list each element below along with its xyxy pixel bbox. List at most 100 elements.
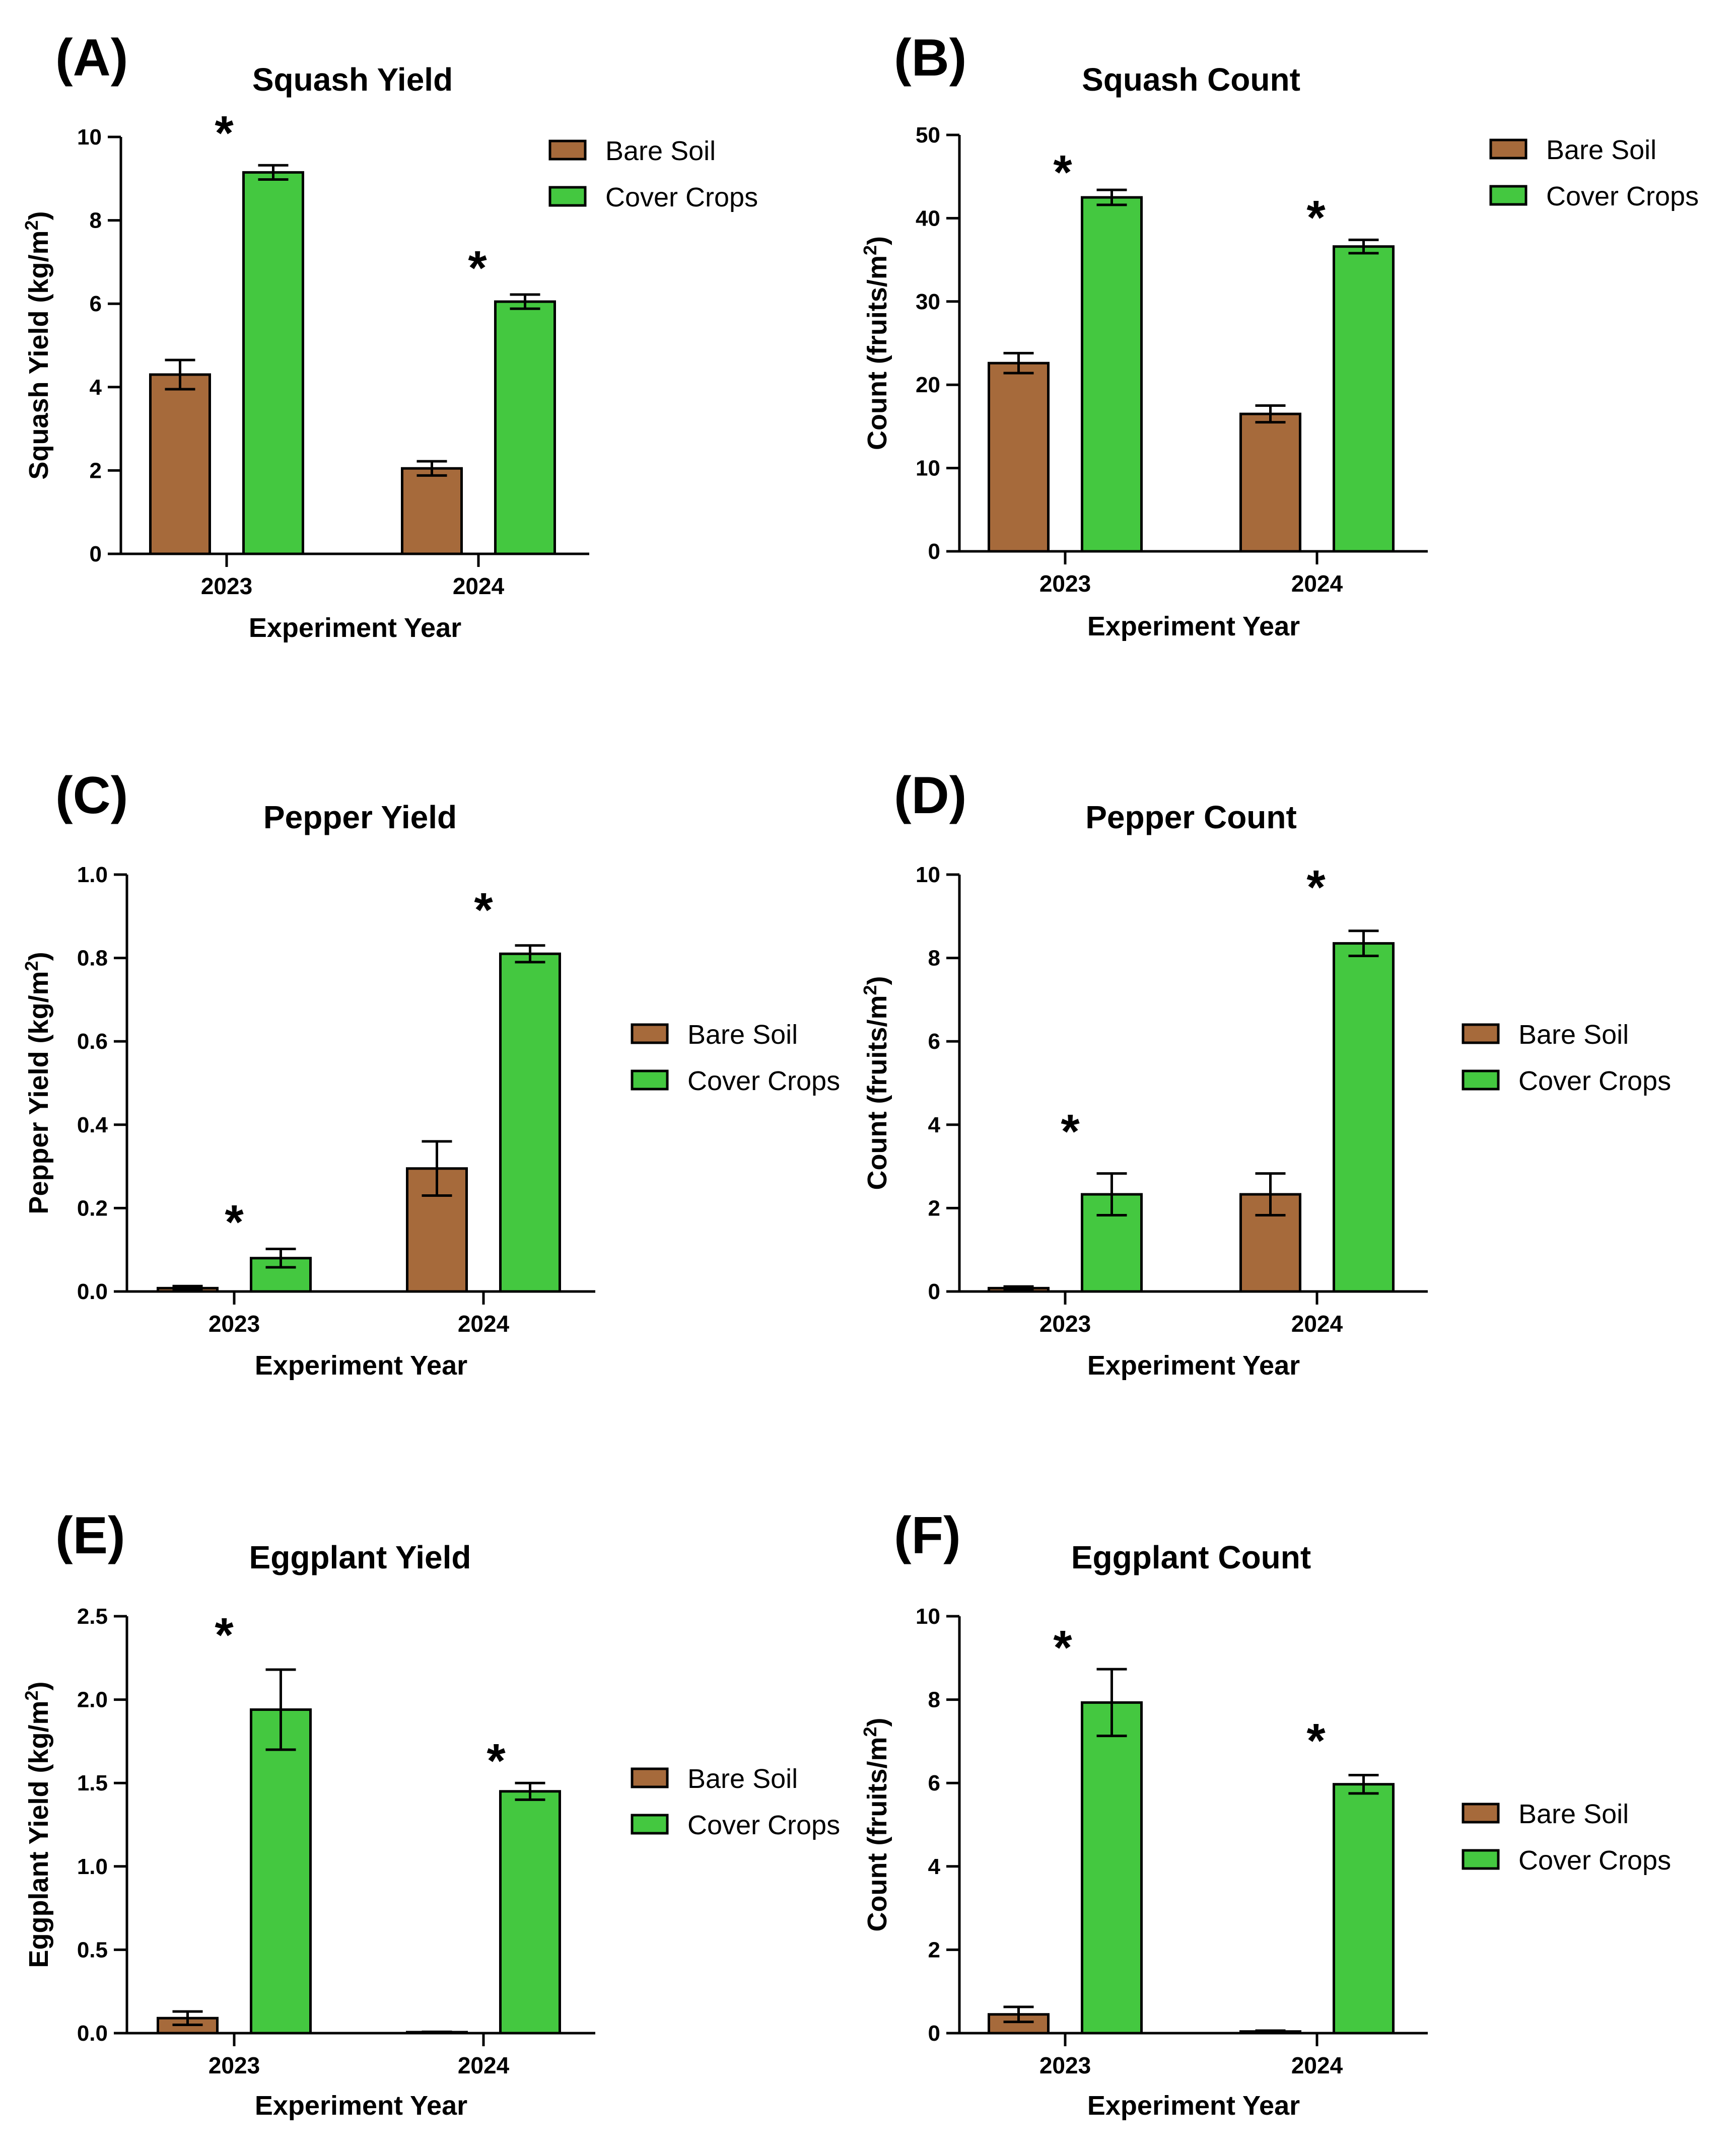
y-tick-label: 6 [928,1771,940,1795]
y-tick-label: 2.0 [77,1688,108,1712]
legend-swatch [548,139,587,161]
x-tick-label: 2023 [1039,2052,1091,2078]
legend-swatch [548,186,587,207]
bar [242,171,304,555]
bar [250,1708,312,2035]
legend-label: Cover Crops [605,182,758,212]
y-tick-label: 6 [90,292,102,316]
y-tick-label: 4 [928,1854,941,1879]
y-tick-label: 6 [928,1029,940,1054]
chart-panel-5: (E) Eggplant Yield 0.0 0.5 1.0 1.5 2.0 2.5 Eggpl… [21,1506,840,2121]
chart-title: Eggplant Yield [249,1539,471,1575]
legend-label: Bare Soil [1518,1020,1629,1050]
x-tick-label: 2024 [1291,2052,1343,2078]
legend-label: Cover Crops [687,1066,840,1096]
x-tick-label: 2024 [458,2052,510,2078]
bar [1333,245,1395,553]
y-axis-label-sup: 2 [21,220,42,230]
significance-marker: * [474,883,493,937]
y-axis-label-end: ) [24,211,54,220]
legend-label: Bare Soil [1546,135,1656,165]
y-axis-label-end: ) [862,976,892,985]
bar [401,467,463,555]
bar [494,300,556,555]
chart-title: Pepper Count [1085,799,1297,835]
bar [1239,412,1301,553]
y-tick-label: 4 [928,1113,941,1137]
bar [499,952,561,1293]
panel-letter: (B) [894,29,966,87]
y-axis-label-sup: 2 [860,245,880,255]
y-tick-label: 1.0 [77,863,108,887]
y-tick-label: 40 [916,206,940,231]
x-tick-label: 2024 [458,1311,510,1337]
legend-label: Bare Soil [1518,1799,1629,1829]
y-tick-label: 8 [928,1688,940,1712]
x-axis-label: Experiment Year [1087,1350,1300,1381]
y-tick-label: 1.5 [77,1771,108,1795]
y-tick-label: 50 [916,123,940,148]
legend-swatch [1489,185,1527,206]
bar [1081,196,1143,553]
y-tick-label: 8 [90,208,102,233]
significance-marker: * [1061,1105,1080,1159]
significance-marker: * [1306,191,1326,245]
legend-label: Cover Crops [687,1810,840,1840]
y-tick-label: 2.5 [77,1604,108,1629]
bar [149,373,211,555]
legend-swatch [631,1767,669,1788]
legend-swatch [1489,138,1527,160]
bar [988,362,1050,553]
y-axis-label-text: Count (fruits/m [862,995,892,1190]
y-tick-label: 0.5 [77,1937,108,1962]
y-axis-label-text: Eggplant Yield (kg/m [24,1700,54,1968]
y-axis-label-text: Count (fruits/m [862,255,892,450]
significance-marker: * [215,106,234,160]
x-tick-label: 2023 [201,573,252,599]
y-axis-label: Count (fruits/m2) [860,976,892,1190]
legend-swatch [1462,1803,1500,1824]
x-axis-label: Experiment Year [255,2091,467,2121]
y-tick-label: 0.0 [77,1279,108,1304]
significance-marker: * [487,1734,506,1788]
y-tick-label: 0.0 [77,2021,108,2046]
y-tick-label: 10 [916,1604,940,1629]
y-axis-label-sup: 2 [860,985,880,995]
y-axis-label-text: Pepper Yield (kg/m [24,971,54,1214]
y-tick-label: 20 [916,373,940,397]
x-axis-label: Experiment Year [255,1350,467,1381]
legend-swatch [631,1814,669,1835]
y-axis-label-end: ) [24,952,54,961]
x-axis-label: Experiment Year [1087,611,1300,641]
legend-swatch [1462,1069,1500,1091]
y-tick-label: 0 [928,539,940,564]
significance-marker: * [1053,146,1072,199]
legend-swatch [1462,1849,1500,1870]
legend-label: Bare Soil [605,136,716,166]
x-tick-label: 2023 [209,2052,260,2078]
y-tick-label: 0 [90,542,102,566]
x-tick-label: 2024 [453,573,505,599]
y-tick-label: 2 [90,458,102,483]
y-tick-label: 0.8 [77,946,108,971]
chart-title: Squash Yield [252,61,453,98]
y-tick-label: 0 [928,2021,940,2046]
y-axis-label: Count (fruits/m2) [860,236,892,450]
panel-letter: (E) [55,1506,125,1565]
x-axis-label: Experiment Year [1087,2091,1300,2121]
significance-marker: * [225,1195,244,1249]
legend-swatch [631,1069,669,1091]
panel-letter: (A) [55,29,128,87]
y-tick-label: 10 [916,456,940,481]
y-axis-label: Squash Yield (kg/m2) [21,211,54,479]
y-tick-label: 30 [916,290,940,314]
bar [1081,1701,1143,2035]
y-tick-label: 0.6 [77,1029,108,1054]
chart-panel-2: (B) Squash Count 0 10 20 30 40 50 Count (fruits/… [860,29,1699,641]
significance-marker: * [1053,1621,1072,1675]
y-axis-label-text: Count (fruits/m [862,1737,892,1932]
x-tick-label: 2023 [1039,570,1091,597]
y-tick-label: 0.2 [77,1196,108,1220]
y-axis-label-sup: 2 [860,1727,880,1737]
